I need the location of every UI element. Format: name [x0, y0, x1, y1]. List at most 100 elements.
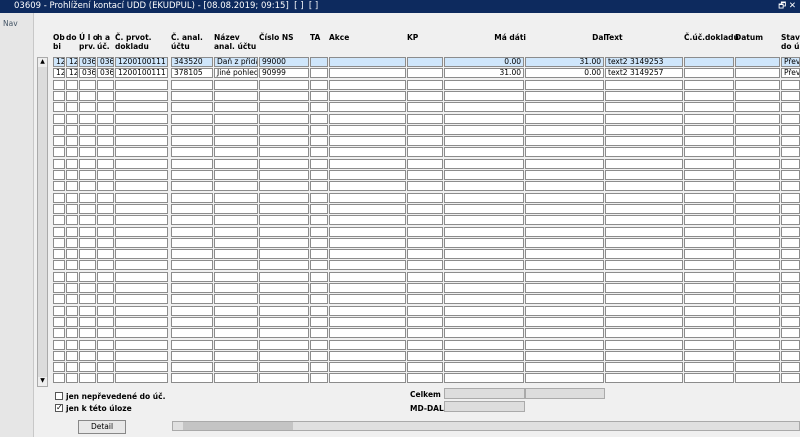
table-cell[interactable]: [444, 124, 524, 135]
table-cell[interactable]: [66, 260, 78, 271]
table-cell[interactable]: [407, 203, 443, 214]
table-cell[interactable]: [79, 271, 96, 282]
table-cell[interactable]: [310, 124, 328, 135]
table-cell[interactable]: [735, 147, 780, 158]
table-cell[interactable]: [115, 316, 168, 327]
table-cell[interactable]: [310, 328, 328, 339]
table-cell[interactable]: [684, 158, 734, 169]
table-cell[interactable]: [79, 192, 96, 203]
table-cell[interactable]: [444, 90, 524, 101]
table-cell[interactable]: [525, 294, 604, 305]
table-cell[interactable]: [525, 147, 604, 158]
table-cell[interactable]: [66, 362, 78, 373]
table-cell[interactable]: [781, 102, 800, 113]
table-cell[interactable]: [66, 158, 78, 169]
table-cell[interactable]: [444, 339, 524, 350]
table-cell[interactable]: [525, 102, 604, 113]
table-cell[interactable]: [444, 136, 524, 147]
table-cell[interactable]: [259, 79, 309, 90]
table-cell[interactable]: [444, 192, 524, 203]
table-cell[interactable]: [525, 158, 604, 169]
table-cell[interactable]: [310, 90, 328, 101]
table-cell[interactable]: [97, 226, 114, 237]
table-cell[interactable]: [259, 283, 309, 293]
table-cell[interactable]: 343520: [171, 57, 213, 67]
table-cell[interactable]: [53, 226, 65, 237]
table-cell[interactable]: [525, 271, 604, 282]
table-cell[interactable]: [79, 362, 96, 373]
table-cell[interactable]: [684, 362, 734, 373]
table-cell[interactable]: [66, 328, 78, 339]
table-cell[interactable]: [115, 328, 168, 339]
table-cell[interactable]: [66, 339, 78, 350]
table-cell[interactable]: [525, 79, 604, 90]
table-cell[interactable]: [79, 305, 96, 316]
table-cell[interactable]: [310, 237, 328, 248]
table-cell[interactable]: [310, 192, 328, 203]
table-cell[interactable]: [444, 373, 524, 384]
table-cell[interactable]: [214, 79, 258, 90]
table-cell[interactable]: [259, 136, 309, 147]
table-cell[interactable]: [444, 158, 524, 169]
table-cell[interactable]: [115, 124, 168, 135]
table-cell[interactable]: [329, 271, 406, 282]
table-cell[interactable]: [171, 305, 213, 316]
table-cell[interactable]: [115, 203, 168, 214]
table-cell[interactable]: [115, 181, 168, 192]
table-cell[interactable]: [79, 90, 96, 101]
table-cell[interactable]: [97, 339, 114, 350]
table-cell[interactable]: [115, 136, 168, 147]
table-cell[interactable]: [605, 170, 683, 180]
table-cell[interactable]: [259, 305, 309, 316]
table-cell[interactable]: [79, 249, 96, 260]
table-cell[interactable]: [781, 90, 800, 101]
table-cell[interactable]: [53, 260, 65, 271]
table-cell[interactable]: [115, 350, 168, 361]
table-cell[interactable]: [329, 328, 406, 339]
table-cell[interactable]: [525, 350, 604, 361]
table-cell[interactable]: [53, 373, 65, 384]
table-cell[interactable]: [79, 350, 96, 361]
table-cell[interactable]: [781, 294, 800, 305]
table-cell[interactable]: [115, 90, 168, 101]
table-cell[interactable]: [171, 192, 213, 203]
table-cell[interactable]: 1200100111: [115, 68, 168, 79]
table-cell[interactable]: [310, 283, 328, 293]
table-cell[interactable]: [605, 215, 683, 226]
table-cell[interactable]: [684, 170, 734, 180]
table-cell[interactable]: 1200100111: [115, 57, 168, 67]
table-cell[interactable]: [53, 90, 65, 101]
table-cell[interactable]: [684, 271, 734, 282]
table-cell[interactable]: [214, 113, 258, 124]
table-cell[interactable]: [329, 192, 406, 203]
table-cell[interactable]: [259, 181, 309, 192]
table-cell[interactable]: [735, 373, 780, 384]
table-cell[interactable]: [735, 226, 780, 237]
table-cell[interactable]: Přev: [781, 68, 800, 79]
table-cell[interactable]: [684, 147, 734, 158]
table-cell[interactable]: [605, 328, 683, 339]
table-cell[interactable]: [79, 283, 96, 293]
table-cell[interactable]: [171, 362, 213, 373]
table-cell[interactable]: [735, 203, 780, 214]
table-cell[interactable]: [781, 113, 800, 124]
table-cell[interactable]: [525, 90, 604, 101]
table-cell[interactable]: [684, 249, 734, 260]
table-cell[interactable]: [444, 237, 524, 248]
table-cell[interactable]: [214, 283, 258, 293]
table-cell[interactable]: Přev: [781, 57, 800, 67]
table-cell[interactable]: [259, 113, 309, 124]
table-cell[interactable]: [525, 249, 604, 260]
window-controls[interactable]: 🗗 ✕: [778, 1, 796, 11]
table-cell[interactable]: [329, 79, 406, 90]
table-cell[interactable]: [329, 203, 406, 214]
table-cell[interactable]: [66, 271, 78, 282]
table-cell[interactable]: [171, 328, 213, 339]
table-cell[interactable]: [525, 136, 604, 147]
table-cell[interactable]: [214, 215, 258, 226]
checkbox[interactable]: [55, 392, 63, 400]
table-cell[interactable]: [735, 271, 780, 282]
table-cell[interactable]: [66, 192, 78, 203]
table-cell[interactable]: [79, 136, 96, 147]
table-cell[interactable]: [444, 181, 524, 192]
